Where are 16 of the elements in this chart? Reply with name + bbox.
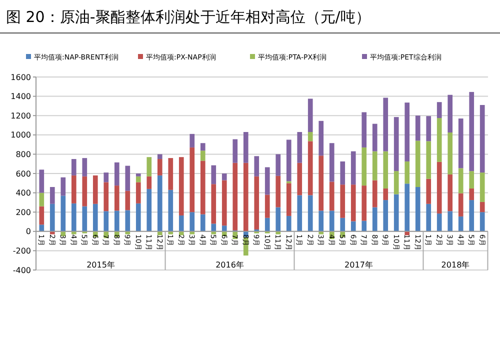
annotation: 2018年 (441, 260, 470, 270)
y-tick-label: -400 (12, 266, 31, 275)
annotation: 2016年 (216, 260, 244, 270)
annotation: 2015年 (86, 260, 115, 270)
y-tick-label: 0 (26, 227, 31, 236)
annotation: 2017年 (344, 260, 373, 270)
y-tick-label: 600 (16, 169, 31, 178)
y-tick-label: -200 (12, 246, 31, 256)
y-tick-label: 400 (16, 188, 31, 198)
y-tick-label: 1400 (10, 92, 31, 102)
y-tick-label: 200 (16, 208, 31, 217)
y-tick-label: 1600 (10, 72, 31, 82)
chart-title: 图 20：原油-聚酯整体利润处于近年相对高位（元/吨） (6, 8, 370, 26)
y-tick-label: 800 (16, 150, 31, 159)
y-tick-label: 1200 (10, 111, 31, 120)
y-tick-label: 1000 (10, 130, 31, 140)
